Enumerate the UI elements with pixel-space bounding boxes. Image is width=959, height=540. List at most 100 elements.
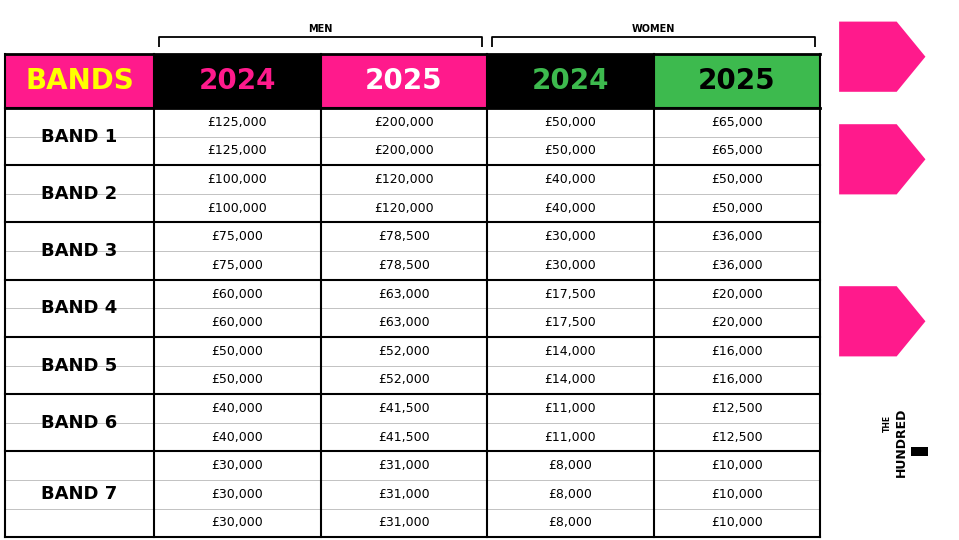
Bar bbox=[5, 451, 154, 537]
Text: £8,000: £8,000 bbox=[549, 459, 593, 472]
Bar bbox=[5, 16, 820, 537]
Text: £20,000: £20,000 bbox=[711, 287, 762, 301]
Bar bbox=[653, 194, 820, 222]
Bar bbox=[154, 165, 320, 194]
Text: £17,500: £17,500 bbox=[545, 287, 596, 301]
Text: £31,000: £31,000 bbox=[378, 459, 430, 472]
Bar bbox=[320, 451, 487, 480]
Bar bbox=[911, 447, 928, 456]
Text: £50,000: £50,000 bbox=[711, 201, 762, 215]
Text: £60,000: £60,000 bbox=[212, 287, 264, 301]
Bar bbox=[154, 137, 320, 165]
Bar bbox=[5, 137, 154, 165]
Bar bbox=[487, 194, 653, 222]
Text: £10,000: £10,000 bbox=[711, 516, 762, 530]
Text: £50,000: £50,000 bbox=[211, 345, 264, 358]
Bar bbox=[487, 480, 653, 509]
Text: BAND 4: BAND 4 bbox=[41, 299, 118, 318]
Bar bbox=[320, 194, 487, 222]
Bar bbox=[320, 480, 487, 509]
Bar bbox=[653, 108, 820, 137]
Bar bbox=[487, 165, 653, 194]
Text: £75,000: £75,000 bbox=[211, 259, 264, 272]
Bar bbox=[5, 222, 154, 251]
Text: £30,000: £30,000 bbox=[212, 488, 264, 501]
Text: £30,000: £30,000 bbox=[545, 230, 596, 244]
Bar bbox=[320, 280, 487, 308]
Text: £100,000: £100,000 bbox=[207, 173, 268, 186]
Text: £16,000: £16,000 bbox=[711, 345, 762, 358]
Text: £14,000: £14,000 bbox=[545, 373, 596, 387]
Bar bbox=[320, 222, 487, 251]
Bar bbox=[154, 337, 320, 366]
Text: HUNDRED: HUNDRED bbox=[895, 408, 908, 477]
Text: £17,500: £17,500 bbox=[545, 316, 596, 329]
Text: £20,000: £20,000 bbox=[711, 316, 762, 329]
Text: £10,000: £10,000 bbox=[711, 488, 762, 501]
Bar bbox=[487, 54, 653, 108]
Bar bbox=[487, 337, 653, 366]
Text: £12,500: £12,500 bbox=[711, 402, 762, 415]
Bar bbox=[5, 108, 154, 137]
Text: £63,000: £63,000 bbox=[378, 316, 430, 329]
Text: £200,000: £200,000 bbox=[374, 116, 433, 129]
Bar bbox=[320, 54, 487, 108]
Bar bbox=[154, 394, 320, 423]
Text: £125,000: £125,000 bbox=[207, 116, 268, 129]
Text: £8,000: £8,000 bbox=[549, 488, 593, 501]
Text: £120,000: £120,000 bbox=[374, 201, 433, 215]
Bar bbox=[154, 108, 320, 137]
Bar bbox=[5, 165, 154, 222]
Bar bbox=[154, 222, 320, 251]
Text: £40,000: £40,000 bbox=[545, 201, 596, 215]
Text: £30,000: £30,000 bbox=[212, 516, 264, 530]
Text: £11,000: £11,000 bbox=[545, 402, 596, 415]
Bar bbox=[487, 251, 653, 280]
Bar bbox=[154, 366, 320, 394]
Polygon shape bbox=[839, 124, 925, 194]
Bar bbox=[320, 366, 487, 394]
Bar bbox=[653, 165, 820, 194]
Text: £36,000: £36,000 bbox=[711, 230, 762, 244]
Bar bbox=[5, 222, 154, 280]
Text: £40,000: £40,000 bbox=[545, 173, 596, 186]
Text: £50,000: £50,000 bbox=[211, 373, 264, 387]
Bar bbox=[320, 308, 487, 337]
Text: £41,500: £41,500 bbox=[378, 430, 430, 444]
Text: £120,000: £120,000 bbox=[374, 173, 433, 186]
Bar bbox=[653, 280, 820, 308]
Bar bbox=[154, 480, 320, 509]
Bar bbox=[653, 251, 820, 280]
Text: BANDS: BANDS bbox=[25, 67, 134, 95]
Text: £65,000: £65,000 bbox=[711, 116, 762, 129]
Text: £31,000: £31,000 bbox=[378, 488, 430, 501]
Bar bbox=[320, 337, 487, 366]
Text: £78,500: £78,500 bbox=[378, 259, 430, 272]
Text: £100,000: £100,000 bbox=[207, 201, 268, 215]
Bar bbox=[5, 480, 154, 509]
Text: £60,000: £60,000 bbox=[212, 316, 264, 329]
Text: MEN: MEN bbox=[309, 24, 333, 35]
Text: £63,000: £63,000 bbox=[378, 287, 430, 301]
Text: £30,000: £30,000 bbox=[212, 459, 264, 472]
Bar bbox=[5, 54, 154, 108]
Bar bbox=[5, 394, 154, 423]
Text: BAND 5: BAND 5 bbox=[41, 356, 118, 375]
Bar bbox=[653, 394, 820, 423]
Bar bbox=[5, 194, 154, 222]
Text: £11,000: £11,000 bbox=[545, 430, 596, 444]
Text: £40,000: £40,000 bbox=[212, 430, 264, 444]
Text: BAND 2: BAND 2 bbox=[41, 185, 118, 203]
Bar bbox=[5, 308, 154, 337]
Text: BAND 7: BAND 7 bbox=[41, 485, 118, 503]
Text: £52,000: £52,000 bbox=[378, 345, 430, 358]
Text: BAND 1: BAND 1 bbox=[41, 127, 118, 146]
Bar bbox=[154, 54, 320, 108]
Bar bbox=[5, 108, 154, 165]
Text: £12,500: £12,500 bbox=[711, 430, 762, 444]
Text: 2025: 2025 bbox=[698, 67, 776, 95]
Text: £10,000: £10,000 bbox=[711, 459, 762, 472]
Polygon shape bbox=[839, 286, 925, 356]
Bar bbox=[653, 480, 820, 509]
Bar bbox=[487, 308, 653, 337]
